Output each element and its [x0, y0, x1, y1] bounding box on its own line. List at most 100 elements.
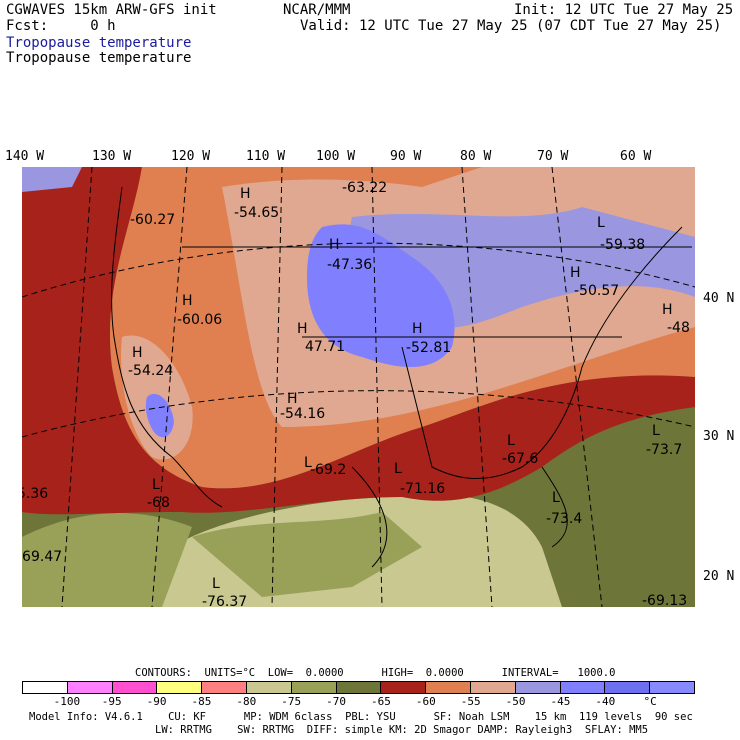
colorbar-swatch [112, 682, 158, 693]
lat-label: 20 N [703, 569, 735, 584]
model-info: Model Info: V4.6.1 CU: KF MP: WDM 6class… [29, 711, 693, 723]
colorbar-swatch [470, 682, 516, 693]
low-marker: L [597, 215, 605, 231]
high-value: -54.24 [128, 363, 173, 379]
high-marker: H [297, 321, 308, 337]
low-value: -67.6 [502, 451, 538, 467]
high-marker: H [182, 293, 193, 309]
colorbar-swatch [605, 682, 651, 693]
lon-label: 130 W [92, 149, 132, 164]
valid-time: Valid: 12 UTC Tue 27 May 25 (07 CDT Tue … [300, 18, 722, 34]
map-canvas: H -54.65 H -60.06 H -54.24 H -47.36 H 47… [22, 167, 695, 607]
low-value: -59.38 [600, 237, 645, 253]
high-value: -54.65 [234, 205, 279, 221]
high-marker: H [287, 391, 298, 407]
colorbar-tick-label: -50 [505, 695, 526, 708]
lon-label: 110 W [246, 149, 286, 164]
high-marker: H [132, 345, 143, 361]
shade-lavender-nw [22, 167, 82, 192]
high-value: 47.71 [305, 339, 345, 355]
colorbar-tick-label: -95 [101, 695, 122, 708]
map-annotations: H -54.65 H -60.06 H -54.24 H -47.36 H 47… [22, 180, 690, 607]
map-value: 5.36 [22, 486, 48, 502]
colorbar-swatch [202, 682, 247, 693]
lon-label: 100 W [316, 149, 356, 164]
high-value: -48 [667, 320, 690, 336]
high-value: -54.16 [280, 406, 325, 422]
high-value: -52.81 [406, 340, 451, 356]
lon-label: 70 W [537, 149, 569, 164]
low-value: -76.37 [202, 594, 247, 607]
colorbar-swatch [650, 682, 694, 693]
shade-blue-west [145, 393, 174, 438]
colorbar-swatch [515, 682, 561, 693]
low-value: -73.4 [546, 511, 582, 527]
colorbar-tick-label: -55 [460, 695, 481, 708]
lon-label: 80 W [460, 149, 492, 164]
low-value: -69.2 [310, 462, 346, 478]
colorbar-tick-label: -65 [370, 695, 391, 708]
colorbar-swatch [560, 682, 606, 693]
model-title: CGWAVES 15km ARW-GFS init [6, 2, 217, 18]
high-marker: H [570, 265, 581, 281]
colorbar-swatch [336, 682, 382, 693]
shade-blue [307, 224, 455, 367]
map-value: -63.22 [342, 180, 387, 196]
colorbar-swatch [23, 682, 68, 693]
tropopause-temperature-map[interactable]: H -54.65 H -60.06 H -54.24 H -47.36 H 47… [22, 167, 695, 607]
low-marker: L [152, 477, 160, 493]
model-physics: LW: RRTMG SW: RRTMG DIFF: simple KM: 2D … [155, 724, 649, 736]
high-marker: H [240, 186, 251, 202]
map-value: -69.13 [642, 593, 687, 607]
low-value: -68 [147, 495, 170, 511]
boundaries [111, 186, 692, 568]
high-value: -60.06 [177, 312, 222, 328]
shade-olive-west [22, 513, 192, 607]
lon-label: 140 W [5, 149, 45, 164]
shade-olive-mexico [192, 512, 422, 597]
low-value: -73.7 [646, 442, 682, 458]
low-marker: L [552, 490, 560, 506]
lat-label: 30 N [703, 429, 735, 444]
colorbar-swatch [381, 682, 427, 693]
low-marker: L [212, 576, 220, 592]
lon-label: 60 W [620, 149, 652, 164]
colorbar-tick-label: -80 [236, 695, 257, 708]
high-marker: H [662, 302, 673, 318]
colorbar-swatch [426, 682, 471, 693]
colorbar-swatch [246, 682, 292, 693]
colorbar-tick-label: -75 [281, 695, 302, 708]
colorbar-tick-label: -40 [595, 695, 616, 708]
high-value: -47.36 [327, 257, 372, 273]
high-marker: H [329, 237, 340, 253]
forecast-hour: Fcst: 0 h [6, 18, 116, 34]
low-marker: L [507, 433, 515, 449]
colorbar-tick-label: -85 [191, 695, 212, 708]
low-marker: L [304, 455, 312, 471]
colorbar-tick-label: -45 [550, 695, 571, 708]
colorbar-tick-label: -60 [415, 695, 436, 708]
low-marker: L [652, 423, 660, 439]
contours-info: CONTOURS: UNITS=°C LOW= 0.0000 HIGH= 0.0… [135, 667, 616, 679]
colorbar-tick-label: -70 [326, 695, 346, 708]
lat-label: 40 N [703, 291, 735, 306]
low-value: -71.16 [400, 481, 445, 497]
high-marker: H [412, 321, 423, 337]
lon-label: 90 W [390, 149, 422, 164]
colorbar-tick-label: °C [643, 695, 657, 708]
org-label: NCAR/MMM [283, 2, 351, 18]
colorbar [22, 681, 695, 694]
field-title-blue: Tropopause temperature [6, 35, 192, 51]
colorbar-swatch [67, 682, 113, 693]
colorbar-tick-label: -100 [53, 695, 81, 708]
map-value: -69.47 [22, 549, 62, 565]
low-marker: L [394, 461, 402, 477]
lon-label: 120 W [171, 149, 211, 164]
colorbar-tick-label: -90 [146, 695, 167, 708]
graticule [22, 167, 695, 607]
colorbar-swatch [291, 682, 337, 693]
field-title-black: Tropopause temperature [6, 50, 192, 66]
shade-dark-red [22, 167, 695, 515]
colorbar-swatch [157, 682, 203, 693]
high-value: -50.57 [574, 283, 619, 299]
